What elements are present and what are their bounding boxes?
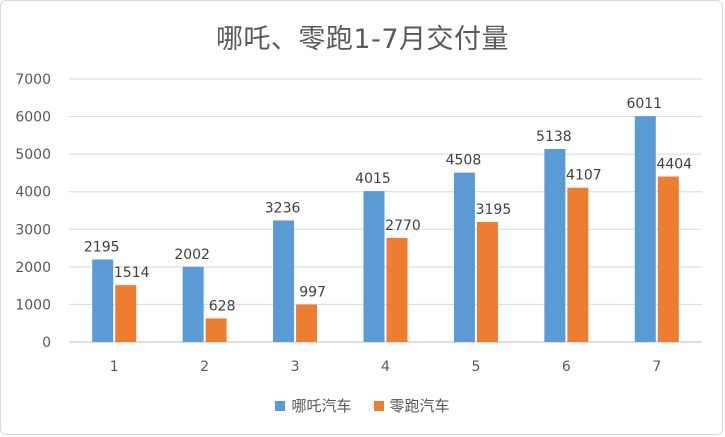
data-label-series-1-cat-5: 4508 [446, 153, 482, 169]
x-axis-tick-labels: 1 2 3 4 5 6 7 [110, 359, 661, 375]
x-tick-label: 6 [562, 359, 571, 375]
bar-series-2-cat-2 [205, 318, 227, 342]
x-tick-label: 2 [200, 359, 209, 375]
legend-label-series-1: 哪吒汽车 [291, 397, 352, 415]
legend-swatch-series-1 [275, 400, 286, 411]
data-label-series-1-cat-1: 2195 [84, 240, 120, 256]
bar-series-2-cat-1 [115, 285, 137, 342]
data-label-series-2-cat-5: 3195 [476, 202, 512, 218]
bar-series-1-cat-6 [544, 148, 566, 342]
x-tick-label: 5 [471, 359, 480, 375]
bar-series-2-cat-5 [476, 221, 498, 342]
bar-series-1-cat-5 [453, 172, 475, 342]
x-tick-label: 1 [110, 359, 119, 375]
data-label-series-2-cat-7: 4404 [656, 157, 692, 173]
data-label-series-1-cat-7: 6011 [626, 96, 662, 112]
data-label-series-1-cat-2: 2002 [174, 247, 210, 263]
y-tick-label: 5000 [15, 147, 51, 163]
x-tick-label: 4 [381, 359, 390, 375]
bar-series-2-cat-3 [296, 304, 318, 342]
data-label-series-2-cat-2: 628 [209, 298, 236, 314]
data-label-series-2-cat-4: 2770 [385, 218, 421, 234]
bar-series-1-cat-7 [634, 116, 656, 342]
bar-series-2-cat-4 [386, 237, 408, 342]
data-label-series-2-cat-3: 997 [299, 285, 326, 301]
y-tick-label: 3000 [15, 222, 51, 238]
bar-series-2-cat-6 [567, 187, 589, 342]
y-tick-label: 2000 [15, 260, 51, 276]
legend-item-series-1: 哪吒汽车 [275, 395, 352, 416]
y-tick-label: 4000 [15, 185, 51, 201]
bar-series-2-cat-7 [657, 176, 679, 342]
legend-label-series-2: 零跑汽车 [389, 397, 450, 415]
y-tick-label: 7000 [15, 72, 51, 88]
y-tick-label: 0 [42, 335, 51, 351]
data-label-series-1-cat-6: 5138 [536, 129, 572, 145]
x-tick-label: 3 [291, 359, 300, 375]
legend-swatch-series-2 [373, 400, 384, 411]
data-label-series-2-cat-1: 1514 [114, 265, 150, 281]
chart-title: 哪吒、零跑1-7月交付量 [215, 24, 510, 55]
bar-series-1-cat-1 [92, 259, 114, 342]
data-label-series-1-cat-4: 4015 [355, 171, 391, 187]
legend: 哪吒汽车 零跑汽车 [1, 395, 724, 416]
y-tick-label: 1000 [15, 297, 51, 313]
data-labels: 2195 1514 2002 628 3236 997 4015 2770 4508 3195 51… [84, 96, 692, 314]
bar-series-1-cat-3 [273, 220, 295, 342]
data-label-series-2-cat-6: 4107 [566, 168, 602, 184]
legend-item-series-2: 零跑汽车 [373, 395, 450, 416]
bar-series-1-cat-2 [182, 266, 204, 342]
bars [92, 116, 679, 342]
gridlines [69, 78, 702, 343]
y-tick-label: 6000 [15, 110, 51, 126]
bar-series-1-cat-4 [363, 191, 385, 342]
data-label-series-1-cat-3: 3236 [265, 200, 301, 216]
x-tick-label: 7 [652, 359, 661, 375]
y-axis-tick-labels: 0 1000 2000 3000 4000 5000 6000 7000 [15, 72, 51, 351]
